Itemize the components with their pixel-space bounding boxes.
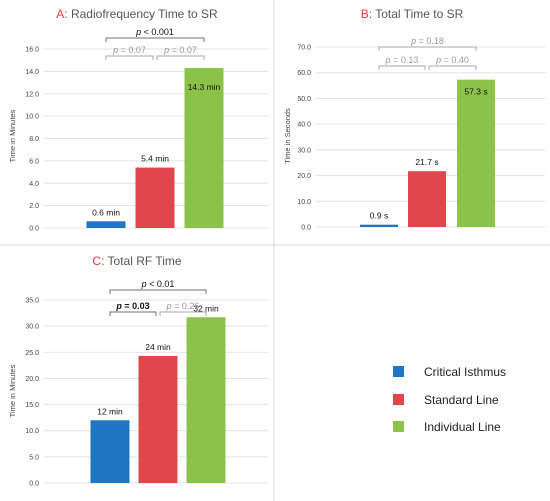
panel-c-significance-bracket [109,289,207,294]
panel-c-title-text: Total RF Time [108,254,182,268]
panel-a-y-tick-label: 6.0 [29,158,39,165]
panel-b-y-tick-label: 0.0 [301,225,311,232]
panel-a-y-tick-label: 14.0 [25,69,39,76]
panel-b-letter: B: [361,7,372,21]
panel-a-y-tick-label: 16.0 [25,47,39,54]
panel-a-bar-standard-line [135,167,175,228]
legend-item-standard-line: Standard Line [393,393,499,407]
panel-c-title: C: Total RF Time [92,254,181,268]
panel-b-title-text: Total Time to SR [375,7,463,21]
panel-b-significance-bracket [378,65,426,70]
panel-b-p-value-label: p = 0.13 [385,55,419,65]
panel-c-y-tick-label: 35.0 [25,298,39,305]
panel-b-p-value-label: p = 0.18 [410,36,444,46]
panel-a-bar-individual-line [184,68,224,228]
panel-a-significance-bracket [156,55,205,60]
panel-c-data-label-individual-line: 32 min [193,303,219,313]
panel-c-p-value-label: p = 0.26 [166,301,200,311]
legend-label-individual-line: Individual Line [424,420,501,434]
panel-a-significance-bracket [105,55,154,60]
panel-b-p-value-label: p = 0.40 [435,55,469,65]
panel-c-letter: C: [92,254,104,268]
panel-a-y-axis-label: Time in Minutes [8,109,17,162]
legend-swatch-standard-line [393,394,404,405]
panel-c-data-label-critical-isthmus: 12 min [97,406,123,416]
panel-a-title: A: Radiofrequency Time to SR [56,7,218,21]
panel-a-y-tick-label: 0.0 [29,226,39,233]
panel-b-data-label-individual-line: 57.3 s [464,87,487,97]
panel-a-plot: 0.0 2.0 4.0 6.0 8.0 10.0 12.0 14.0 16.0 0.6 min 5.… [25,27,268,233]
panel-b-y-tick-label: 30.0 [297,147,311,154]
panel-c-p-value-label: p < 0.01 [141,279,175,289]
panel-b-y-tick-label: 20.0 [297,173,311,180]
panel-c-plot: 0.0 5.0 10.0 15.0 20.0 25.0 30.0 35.0 12 min 24 m… [25,279,268,488]
panel-a-y-tick-label: 4.0 [29,181,39,188]
panel-a-letter: A: [56,7,67,21]
panel-c-y-tick-label: 10.0 [25,428,39,435]
panel-a-title-text: Radiofrequency Time to SR [71,7,218,21]
panel-a-p-value-label: p = 0.07 [163,45,197,55]
panel-a-p-value-label: p < 0.001 [135,27,174,37]
panel-c-data-label-standard-line: 24 min [145,342,171,352]
panel-a-y-tick-label: 12.0 [25,91,39,98]
panel-c-bar-individual-line [186,317,226,483]
legend: Critical Isthmus Standard Line Individua… [393,365,506,434]
panel-b-plot: 0.0 10.0 20.0 30.0 40.0 50.0 60.0 70.0 0.9 s 21.7… [297,36,545,232]
legend-swatch-critical-isthmus [393,366,404,377]
panel-b-data-label-standard-line: 21.7 s [415,157,438,167]
panel-c-significance-bracket [159,311,207,316]
panel-c-y-axis-label: Time in Minutes [8,364,17,417]
panel-c-y-tick-label: 20.0 [25,376,39,383]
panel-a-y-tick-label: 2.0 [29,203,39,210]
panel-a-data-label-critical-isthmus: 0.6 min [92,207,120,217]
panel-c-y-tick-label: 15.0 [25,402,39,409]
panel-b-significance-bracket [378,46,477,51]
panel-b-significance-bracket [428,65,477,70]
panel-b-y-tick-label: 10.0 [297,199,311,206]
panel-a: A: Radiofrequency Time to SR Time in Min… [8,7,268,233]
legend-item-individual-line: Individual Line [393,420,501,434]
panel-a-data-label-individual-line: 14.3 min [188,82,221,92]
panel-b-y-tick-label: 50.0 [297,96,311,103]
panel-c-y-tick-label: 25.0 [25,350,39,357]
panel-a-y-tick-label: 10.0 [25,114,39,121]
panel-c-y-tick-label: 0.0 [29,481,39,488]
panel-b-y-axis-label: Time in Seconds [283,108,292,164]
panel-c-significance-bracket [109,311,157,316]
panel-b-bar-standard-line [408,171,446,227]
panel-c-y-tick-label: 30.0 [25,324,39,331]
panel-a-bar-critical-isthmus [86,221,126,228]
panel-b-y-tick-label: 60.0 [297,70,311,77]
panel-b-y-tick-label: 40.0 [297,122,311,129]
legend-item-critical-isthmus: Critical Isthmus [393,365,506,379]
panel-c: C: Total RF Time Time in Minutes 0.0 5.0 1… [8,254,268,488]
panel-c-bar-standard-line [138,355,178,483]
panel-c-bar-critical-isthmus [90,420,130,483]
legend-swatch-individual-line [393,421,404,432]
panel-c-p-value-label: p = 0.03 [115,301,149,311]
panel-c-y-tick-label: 5.0 [29,454,39,461]
panel-b: B: Total Time to SR Time in Seconds 0.0 1… [283,7,545,232]
panel-a-p-value-label: p = 0.07 [112,45,146,55]
panel-b-data-label-critical-isthmus: 0.9 s [370,211,388,221]
panel-b-y-tick-label: 70.0 [297,45,311,52]
panel-b-bar-individual-line [457,79,495,228]
panel-a-significance-bracket [105,37,205,42]
panel-b-bar-critical-isthmus [360,224,398,227]
legend-label-standard-line: Standard Line [424,393,499,407]
panel-a-data-label-standard-line: 5.4 min [141,154,169,164]
panel-a-y-tick-label: 8.0 [29,136,39,143]
legend-label-critical-isthmus: Critical Isthmus [424,365,506,379]
panel-b-title: B: Total Time to SR [361,7,464,21]
